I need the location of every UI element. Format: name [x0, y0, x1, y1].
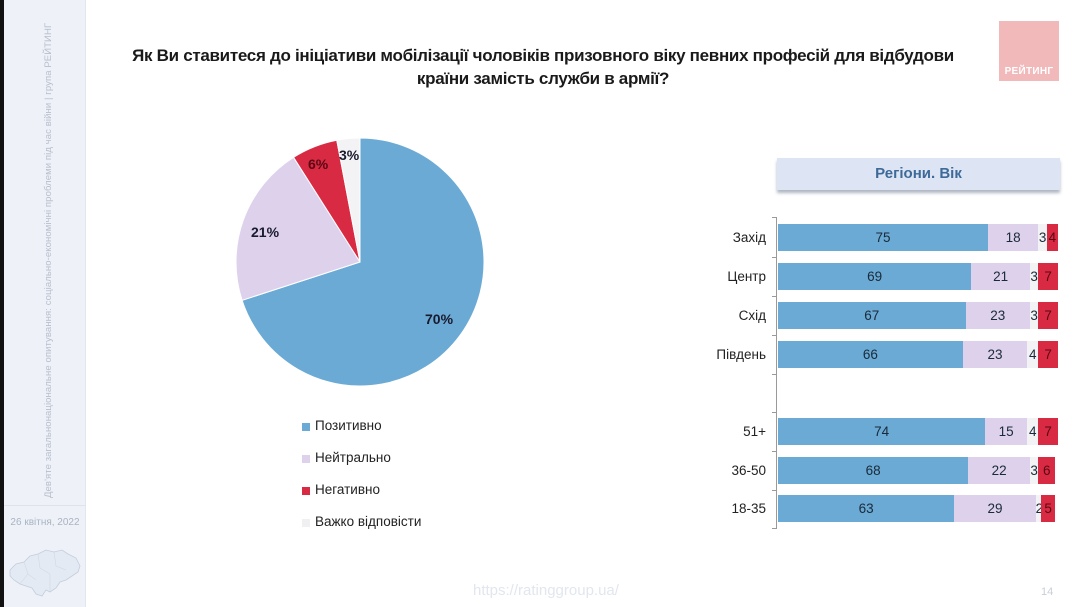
sidebar-date: 26 квітня, 2022 [10, 517, 80, 528]
bar-segment-negative: 6 [1038, 457, 1056, 484]
bar-track: 75 18 3 4 [778, 224, 1068, 251]
axis-tick [772, 528, 777, 529]
bar-category-label: Центр [727, 269, 766, 284]
bar-segment-negative: 7 [1038, 263, 1058, 290]
axis-tick [772, 490, 777, 491]
rating-logo: РЕЙТИНГ [999, 21, 1059, 81]
bar-track: 69 21 3 7 [778, 263, 1068, 290]
legend-item-positive: Позитивно [302, 418, 421, 450]
legend-swatch-neutral [302, 455, 310, 463]
bar-segment-hard-to-say: 2 [1035, 495, 1043, 522]
bar-track: 66 23 4 7 [778, 341, 1068, 368]
axis-tick [772, 217, 777, 218]
pie-slice-neutral [235, 156, 361, 301]
bar-segment-neutral: 18 [988, 224, 1039, 251]
pie-chart [235, 137, 485, 387]
pie-slice-hard-to-say [336, 137, 361, 263]
bar-row: Схід 67 23 3 7 [700, 302, 1070, 329]
bar-segment-hard-to-say: 3 [1038, 224, 1047, 251]
bar-segment-positive: 67 [778, 302, 966, 329]
pie-slice-positive [241, 137, 485, 387]
title-line-2: країни замість служби в армії? [416, 69, 670, 88]
bar-segment-hard-to-say: 3 [1029, 457, 1039, 484]
pie-label-positive: 70% [425, 311, 454, 327]
bar-segment-negative: 5 [1041, 495, 1056, 522]
legend-item-neutral: Нейтрально [302, 450, 421, 482]
bar-segment-neutral: 23 [965, 302, 1030, 329]
legend-swatch-positive [302, 423, 310, 431]
pie-label-neutral: 21% [251, 224, 280, 240]
bar-row: 51+ 74 15 4 7 [700, 418, 1070, 445]
legend-item-hard-to-say: Важко відповісти [302, 514, 421, 546]
bar-segment-negative: 7 [1038, 418, 1058, 445]
axis-tick [772, 451, 777, 452]
bar-segment-negative: 4 [1046, 224, 1058, 251]
sidebar-divider [4, 505, 86, 506]
page-number: 14 [1041, 586, 1054, 598]
pie-label-hard-to-say: 3% [339, 147, 360, 163]
title-line-1: Як Ви ставитеся до ініціативи мобілізаці… [132, 46, 954, 65]
axis-tick [772, 296, 777, 297]
bar-track: 74 15 4 7 [778, 418, 1068, 445]
bar-row: Центр 69 21 3 7 [700, 263, 1070, 290]
ukraine-map-icon [9, 549, 81, 597]
legend-item-negative: Негативно [302, 482, 421, 514]
bar-segment-negative: 7 [1038, 302, 1058, 329]
bar-segment-neutral: 22 [968, 457, 1030, 484]
bar-segment-neutral: 29 [954, 495, 1036, 522]
bar-category-label: Південь [716, 347, 766, 362]
legend-swatch-hard-to-say [302, 519, 310, 527]
legend-label: Нейтрально [315, 450, 391, 465]
bar-row: Південь 66 23 4 7 [700, 341, 1070, 368]
bar-category-label: Схід [738, 308, 766, 323]
sidebar-survey-title: Дев'яте загальнонаціональне опитування: … [43, 22, 54, 498]
pie-label-negative: 6% [308, 156, 329, 172]
axis-tick [772, 374, 777, 375]
bar-segment-negative: 7 [1038, 341, 1058, 368]
window-edge [0, 0, 4, 607]
logo-text: РЕЙТИНГ [1004, 66, 1054, 77]
bar-segment-positive: 69 [778, 263, 972, 290]
bar-category-label: 51+ [743, 424, 766, 439]
axis-tick [772, 412, 777, 413]
bar-segment-positive: 63 [778, 495, 955, 522]
chart-title: Як Ви ставитеся до ініціативи мобілізаці… [110, 44, 976, 90]
bar-segment-positive: 66 [778, 341, 963, 368]
bar-row: 36-50 68 22 3 6 [700, 457, 1070, 484]
bar-row: 18-35 63 29 2 5 [700, 495, 1070, 522]
legend-label: Позитивно [315, 418, 382, 433]
legend-label: Важко відповісти [315, 514, 422, 529]
bar-category-label: 36-50 [731, 463, 766, 478]
pie-legend: Позитивно Нейтрально Негативно Важко від… [302, 418, 421, 546]
bar-segment-neutral: 15 [985, 418, 1028, 445]
bar-segment-hard-to-say: 3 [1029, 302, 1039, 329]
bar-segment-neutral: 23 [962, 341, 1028, 368]
bar-category-label: 18-35 [731, 501, 766, 516]
bar-segment-hard-to-say: 4 [1027, 418, 1039, 445]
bar-segment-positive: 68 [778, 457, 969, 484]
legend-label: Негативно [315, 482, 380, 497]
legend-swatch-negative [302, 487, 310, 495]
bar-category-label: Захід [732, 230, 766, 245]
axis-tick [772, 335, 777, 336]
bar-segment-neutral: 21 [971, 263, 1030, 290]
bar-segment-hard-to-say: 3 [1029, 263, 1039, 290]
bar-segment-hard-to-say: 4 [1027, 341, 1039, 368]
bar-track: 68 22 3 6 [778, 457, 1068, 484]
axis-tick [772, 257, 777, 258]
footer-url: https://ratinggroup.ua/ [473, 582, 619, 599]
bar-segment-positive: 75 [778, 224, 988, 251]
bar-track: 63 29 2 5 [778, 495, 1068, 522]
bar-segment-positive: 74 [778, 418, 986, 445]
bar-track: 67 23 3 7 [778, 302, 1068, 329]
panel-header-regions-age: Регіони. Вік [777, 158, 1060, 190]
bar-row: Захід 75 18 3 4 [700, 224, 1070, 251]
bar-axis [776, 217, 777, 528]
